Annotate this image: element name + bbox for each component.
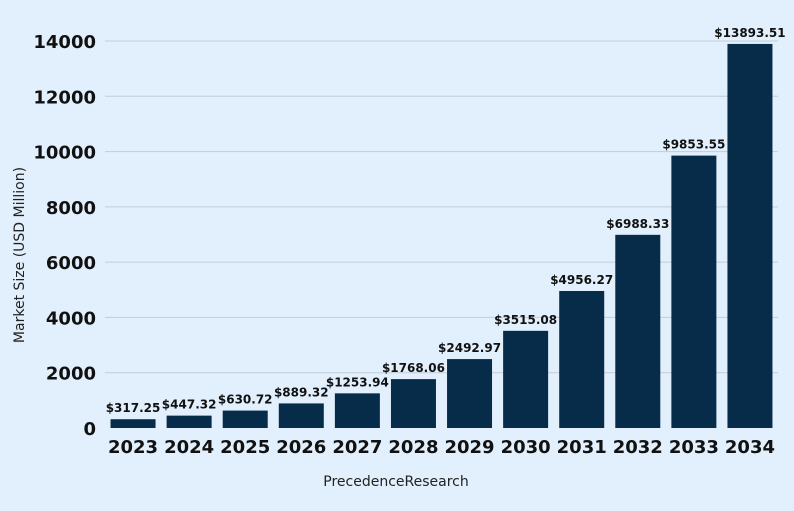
- x-axis-title: PrecedenceResearch: [323, 474, 468, 490]
- data-label: $317.25: [106, 401, 161, 415]
- x-tick-label: 2026: [276, 437, 326, 458]
- data-label: $447.32: [162, 398, 217, 412]
- x-tick-label: 2024: [164, 437, 214, 458]
- bar: [615, 234, 661, 428]
- x-tick-labels: 2023 2024 2025 2026 2027 2028 2029 2030 2031 2032…: [108, 437, 775, 458]
- x-tick-label: 2034: [725, 437, 775, 458]
- bar: [559, 290, 605, 428]
- data-label: $1253.94: [326, 375, 389, 389]
- data-labels: $317.25 $447.32 $630.72$889.32$1253.94$176…: [106, 26, 786, 415]
- y-tick-label: 4000: [46, 308, 96, 329]
- x-tick-label: 2023: [108, 437, 158, 458]
- bars: [110, 43, 773, 428]
- y-tick-labels: 0 2000 4000 6000 8000 10000 12000 14000: [33, 32, 96, 440]
- data-label: $4956.27: [550, 273, 613, 287]
- data-label: $13893.51: [714, 26, 785, 40]
- x-tick-label: 2033: [669, 437, 719, 458]
- y-tick-label: 2000: [46, 364, 96, 385]
- x-tick-label: 2025: [220, 437, 270, 458]
- data-label: $2492.97: [438, 341, 501, 355]
- y-axis-title: Market Size (USD Million): [12, 167, 28, 343]
- bar: [671, 155, 717, 428]
- data-label: $3515.08: [494, 313, 557, 327]
- x-tick-label: 2032: [613, 437, 663, 458]
- y-tick-label: 8000: [46, 198, 96, 219]
- bar: [447, 359, 493, 428]
- gridlines: [105, 40, 778, 374]
- bar: [110, 419, 156, 428]
- bar: [390, 379, 436, 428]
- bar: [278, 403, 324, 428]
- y-tick-label: 12000: [33, 87, 96, 108]
- data-label: $889.32: [274, 385, 329, 399]
- data-label: $9853.55: [662, 138, 725, 152]
- data-label: $6988.33: [606, 217, 669, 231]
- bar: [727, 43, 773, 428]
- y-tick-label: 0: [83, 419, 96, 440]
- data-label: $1768.06: [382, 361, 445, 375]
- data-label: $630.72: [218, 393, 273, 407]
- x-tick-label: 2029: [444, 437, 494, 458]
- bar: [222, 410, 268, 428]
- y-tick-label: 6000: [46, 253, 96, 274]
- bar: [503, 330, 549, 428]
- y-tick-label: 14000: [33, 32, 96, 53]
- bar: [166, 415, 212, 428]
- x-tick-label: 2028: [388, 437, 438, 458]
- y-tick-label: 10000: [33, 143, 96, 164]
- bar: [334, 393, 380, 428]
- x-tick-label: 2031: [557, 437, 607, 458]
- x-tick-label: 2027: [332, 437, 382, 458]
- x-tick-label: 2030: [501, 437, 551, 458]
